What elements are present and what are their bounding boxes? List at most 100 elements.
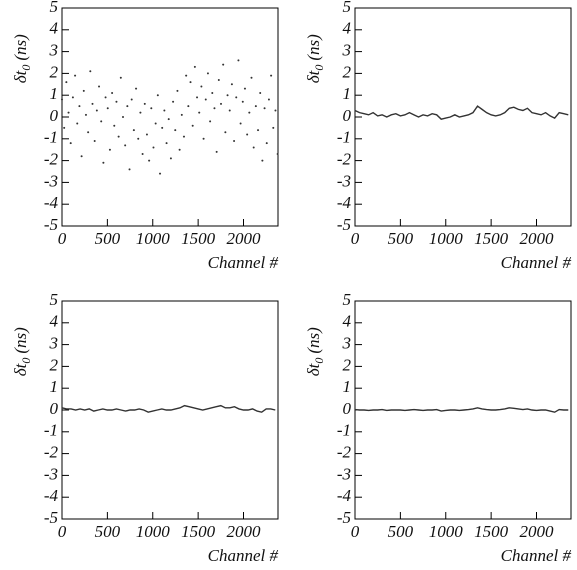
x-tick-label: 1000 bbox=[136, 522, 171, 541]
point bbox=[254, 105, 257, 108]
x-tick-label: 500 bbox=[95, 229, 121, 248]
y-tick-label: 2 bbox=[50, 355, 59, 374]
point bbox=[61, 98, 63, 101]
x-tick-label: 1000 bbox=[429, 522, 464, 541]
point bbox=[265, 142, 268, 145]
y-axis-label: δt0 (ns) bbox=[304, 327, 326, 376]
plot-frame bbox=[61, 7, 279, 227]
point bbox=[148, 159, 151, 162]
data-line bbox=[354, 407, 569, 413]
y-tick-label: -5 bbox=[44, 508, 58, 527]
y-tick-label: -2 bbox=[337, 443, 352, 462]
panel: -5 -4 -3 -2 -1 0 1 2 3 4 5 0 500 1000 1500 2000 Channel … bbox=[304, 290, 572, 565]
point bbox=[174, 129, 177, 132]
y-tick-label: -3 bbox=[44, 171, 58, 190]
point bbox=[145, 133, 148, 136]
y-tick-label: -2 bbox=[337, 150, 352, 169]
point bbox=[182, 135, 185, 138]
point bbox=[237, 59, 240, 62]
point bbox=[180, 113, 183, 116]
point bbox=[226, 94, 229, 97]
point bbox=[215, 150, 218, 153]
point bbox=[257, 129, 260, 132]
point bbox=[82, 89, 85, 92]
y-label-subscript: 0 bbox=[19, 358, 33, 364]
point bbox=[167, 118, 170, 121]
y-tick-label: -1 bbox=[44, 421, 58, 440]
y-tick-label: 5 bbox=[343, 0, 352, 16]
point bbox=[193, 65, 196, 68]
point bbox=[74, 74, 77, 77]
point bbox=[139, 111, 142, 114]
point bbox=[261, 159, 264, 162]
data-line bbox=[354, 105, 569, 120]
y-axis-label: δt0 (ns) bbox=[11, 34, 33, 83]
point bbox=[150, 107, 153, 110]
point bbox=[217, 78, 220, 81]
point bbox=[163, 109, 166, 112]
point bbox=[272, 126, 275, 129]
y-tick-label: 0 bbox=[343, 399, 352, 418]
point bbox=[141, 153, 144, 156]
y-tick-label: 4 bbox=[50, 19, 59, 38]
y-tick-label: 0 bbox=[343, 106, 352, 125]
x-tick-label: 0 bbox=[58, 522, 67, 541]
point bbox=[93, 139, 96, 142]
point bbox=[67, 111, 70, 114]
y-label-unit: (ns) bbox=[304, 34, 323, 61]
x-tick-label: 1000 bbox=[429, 229, 464, 248]
y-tick-label: -2 bbox=[44, 150, 59, 169]
point bbox=[198, 111, 201, 114]
point bbox=[172, 100, 175, 103]
point bbox=[89, 70, 92, 73]
point bbox=[200, 85, 203, 88]
x-tick-label: 2000 bbox=[520, 522, 555, 541]
point bbox=[63, 126, 66, 129]
y-tick-label: 3 bbox=[342, 334, 352, 353]
point bbox=[204, 98, 207, 101]
y-tick-label: 2 bbox=[50, 62, 59, 81]
point bbox=[87, 131, 90, 134]
y-label-symbol: δt bbox=[304, 362, 323, 376]
point bbox=[189, 81, 192, 84]
point bbox=[274, 109, 277, 112]
point bbox=[106, 107, 109, 110]
x-tick-label: 0 bbox=[351, 522, 360, 541]
point bbox=[233, 139, 236, 142]
y-tick-label: -3 bbox=[337, 464, 351, 483]
point bbox=[121, 116, 124, 118]
point bbox=[239, 122, 242, 125]
point bbox=[259, 92, 262, 95]
point bbox=[243, 87, 246, 90]
x-axis-label: Channel # bbox=[501, 253, 572, 272]
point bbox=[113, 124, 116, 127]
point bbox=[276, 153, 279, 156]
point bbox=[111, 92, 114, 95]
point bbox=[98, 85, 101, 88]
point bbox=[117, 135, 120, 138]
y-label-unit: (ns) bbox=[11, 327, 30, 354]
point bbox=[152, 146, 155, 149]
y-tick-label: -1 bbox=[337, 128, 351, 147]
point bbox=[154, 122, 157, 125]
point bbox=[115, 100, 118, 103]
point bbox=[126, 105, 129, 108]
y-tick-label: -3 bbox=[337, 171, 351, 190]
x-tick-label: 2000 bbox=[227, 522, 262, 541]
y-tick-label: 3 bbox=[49, 41, 59, 60]
y-tick-label: 2 bbox=[343, 62, 352, 81]
y-tick-label: 5 bbox=[343, 290, 352, 309]
point bbox=[80, 155, 83, 158]
y-tick-label: 1 bbox=[50, 377, 59, 396]
point bbox=[76, 122, 79, 125]
panel: -5 -4 -3 -2 -1 0 1 2 3 4 5 0 500 1000 1500 2000 Channel … bbox=[304, 0, 572, 272]
point bbox=[191, 124, 194, 127]
point bbox=[270, 74, 273, 77]
y-tick-label: -4 bbox=[337, 486, 352, 505]
y-tick-label: 1 bbox=[343, 377, 352, 396]
point bbox=[263, 107, 266, 110]
point bbox=[241, 100, 244, 103]
y-tick-label: 4 bbox=[343, 19, 352, 38]
point bbox=[128, 168, 131, 171]
